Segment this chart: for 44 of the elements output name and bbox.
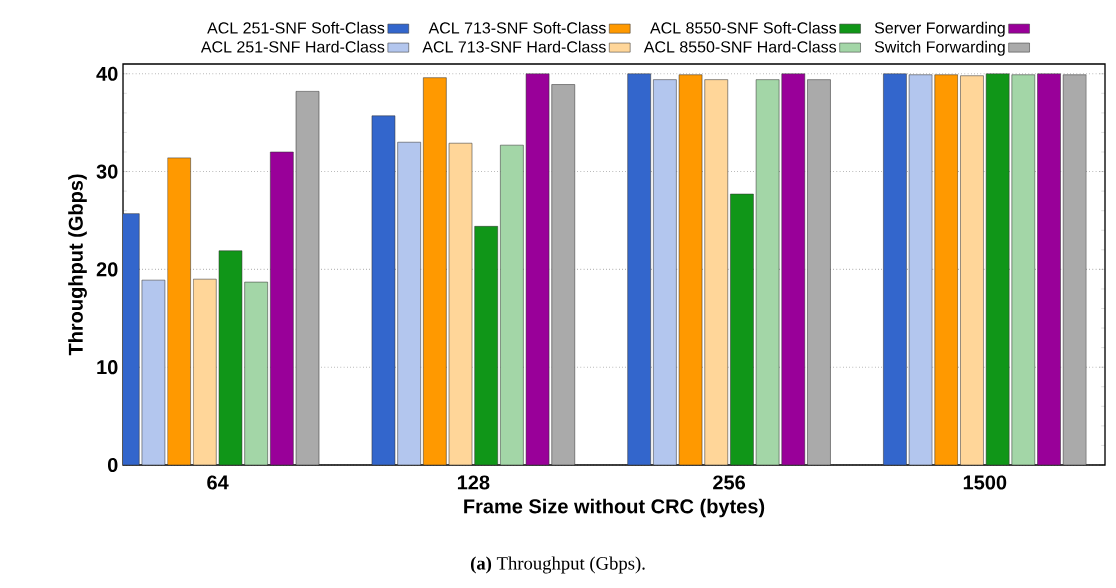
legend-label: ACL 8550-SNF Soft-Class (650, 21, 837, 34)
legend-label: Server Forwarding (874, 21, 1005, 37)
bar (730, 193, 754, 465)
bar (1037, 73, 1061, 465)
y-axis-title: Throughput (Gbps) (68, 174, 87, 356)
bar (295, 91, 320, 465)
text: (a) Throughput (Gbps). (470, 556, 645, 574)
legend-label: ACL 251-SNF Soft-Class (207, 21, 385, 34)
y-tick-label: 0 (107, 457, 118, 473)
y-tick-label: 30 (96, 164, 118, 179)
bar (960, 75, 984, 465)
y-tick-label: 20 (96, 262, 118, 277)
legend-label: Switch Forwarding (874, 40, 1005, 56)
bar (371, 115, 396, 465)
x-tick-label: 64 (207, 475, 229, 490)
bar (934, 74, 959, 465)
bar (270, 151, 294, 465)
x-tick-label: 128 (457, 475, 490, 490)
legend-label: ACL 713-SNF Hard-Class (422, 40, 606, 53)
bar (653, 79, 677, 465)
legend-label: ACL 713-SNF Soft-Class (428, 21, 606, 34)
y-tick-label: 40 (96, 66, 118, 81)
bar (908, 74, 933, 465)
bar (807, 79, 831, 465)
bar (551, 84, 576, 465)
x-tick-label: 256 (713, 475, 746, 490)
x-tick-label: 1500 (963, 475, 1007, 490)
bar (525, 73, 550, 465)
bar (704, 79, 729, 465)
bar (218, 250, 243, 465)
bar (167, 157, 191, 465)
bar (627, 73, 651, 465)
bar (448, 142, 473, 465)
bar (193, 278, 217, 465)
bar (781, 73, 806, 465)
legend-label: ACL 8550-SNF Hard-Class (643, 40, 837, 53)
bar (474, 226, 498, 465)
x-axis-title: Frame Size without CRC (bytes) (464, 498, 765, 518)
legend-label: ACL 251-SNF Hard-Class (200, 40, 385, 53)
bar (1062, 74, 1087, 465)
bar (397, 141, 421, 465)
bar (985, 73, 1010, 465)
bar (883, 73, 907, 465)
y-tick-label: 10 (97, 360, 118, 375)
